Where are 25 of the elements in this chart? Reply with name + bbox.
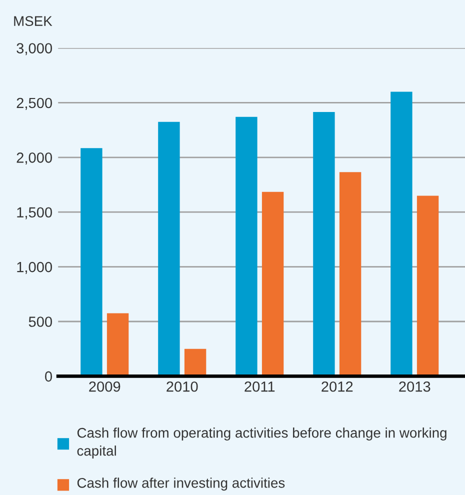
y-tick-label: 3,000 bbox=[16, 43, 52, 56]
y-tick-label: 500 bbox=[28, 316, 52, 327]
y-tick-label: 0 bbox=[45, 371, 52, 382]
x-tick-label: 2010 bbox=[166, 381, 198, 392]
x-tick-label: 2011 bbox=[244, 381, 275, 392]
legend-label: Cash flow from operating activities before change in working capital bbox=[77, 428, 446, 458]
bar bbox=[339, 172, 362, 376]
y-axis-title: MSEK bbox=[14, 16, 52, 26]
bar bbox=[416, 196, 439, 376]
bar bbox=[106, 313, 129, 376]
bar bbox=[390, 92, 412, 376]
x-tick-label: 2012 bbox=[322, 381, 353, 392]
y-tick-label: 1,000 bbox=[17, 262, 52, 274]
bar bbox=[184, 348, 206, 376]
bar bbox=[262, 192, 284, 376]
bar bbox=[80, 148, 102, 376]
y-tick-label: 1,500 bbox=[17, 207, 52, 220]
bar bbox=[313, 112, 335, 376]
y-tick-label: 2,000 bbox=[16, 152, 52, 165]
x-tick-label: 2013 bbox=[399, 381, 430, 392]
bar bbox=[236, 116, 258, 376]
y-tick-label: 2,500 bbox=[16, 98, 52, 110]
bar bbox=[158, 122, 180, 376]
legend-label: Cash flow after investing activities bbox=[77, 478, 285, 491]
x-tick-label: 2009 bbox=[89, 381, 120, 392]
